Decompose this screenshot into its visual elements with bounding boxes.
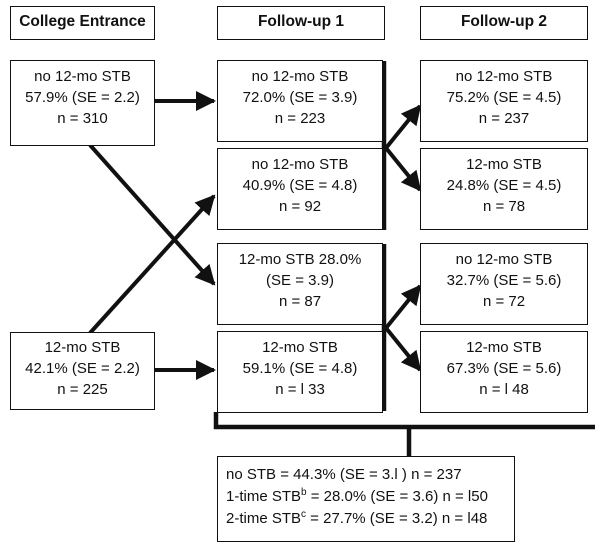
fu1-stb-from-stb-box: 12-mo STB 59.1% (SE = 4.8) n = l 33	[217, 331, 383, 413]
fu1-no-stb-from-stb-box: no 12-mo STB 40.9% (SE = 4.8) n = 92	[217, 148, 383, 230]
box-label: 12-mo STB	[466, 156, 542, 173]
box-n: n = 87	[278, 293, 322, 310]
box-n: n = 223	[274, 110, 326, 127]
summary-no-stb: no STB = 44.3% (SE = 3.l ) n = 237	[226, 466, 462, 483]
box-label: 12-mo STB 28.0%	[238, 251, 362, 268]
box-stat: 57.9% (SE = 2.2)	[25, 89, 140, 106]
box-label: no 12-mo STB	[34, 68, 131, 85]
box-label: no 12-mo STB	[455, 251, 553, 268]
box-stat: 72.0% (SE = 3.9)	[242, 89, 358, 106]
arrow-fu1-upper-to-fu2-stb	[384, 146, 422, 192]
summary-two-time-rest: = 27.7% (SE = 3.2) n = l48	[306, 510, 488, 527]
box-stat: 59.1% (SE = 4.8)	[242, 360, 358, 377]
box-label: no 12-mo STB	[251, 156, 349, 173]
fu1-stb-from-no-box: 12-mo STB 28.0% (SE = 3.9) n = 87	[217, 243, 383, 325]
box-label: no 12-mo STB	[251, 68, 349, 85]
box-n: n = 92	[278, 198, 322, 215]
box-n: n = 78	[482, 198, 526, 215]
arrow-entrance-no-to-fu1-stb	[88, 143, 216, 286]
arrow-fu1-lower-to-fu2-no	[384, 284, 422, 330]
summary-one-time-prefix: 1-time STB	[226, 488, 302, 505]
summary-one-time-stb: 1-time STBb = 28.0% (SE = 3.6) n = l50	[226, 486, 514, 508]
box-n: n = 310	[57, 110, 108, 127]
box-n: n = l 48	[479, 381, 529, 398]
box-label: 12-mo STB	[466, 339, 542, 356]
fu2-no-stb-lower-box: no 12-mo STB 32.7% (SE = 5.6) n = 72	[420, 243, 588, 325]
footnote-c: c	[301, 509, 307, 520]
summary-two-time-prefix: 2-time STB	[226, 510, 302, 527]
box-stat: 32.7% (SE = 5.6)	[446, 272, 562, 289]
header-college-entrance: College Entrance	[10, 6, 155, 40]
box-stat: 67.3% (SE = 5.6)	[446, 360, 562, 377]
fu2-stb-upper-box: 12-mo STB 24.8% (SE = 4.5) n = 78	[420, 148, 588, 230]
box-n: n = 72	[482, 293, 526, 310]
box-stat: 75.2% (SE = 4.5)	[446, 89, 562, 106]
fu2-stb-lower-box: 12-mo STB 67.3% (SE = 5.6) n = l 48	[420, 331, 588, 413]
box-stat: 40.9% (SE = 4.8)	[242, 177, 358, 194]
summary-one-time-rest: = 28.0% (SE = 3.6) n = l50	[306, 488, 488, 505]
box-stat: (SE = 3.9)	[266, 272, 334, 289]
footnote-b: b	[301, 487, 307, 498]
box-stat: 24.8% (SE = 4.5)	[446, 177, 562, 194]
box-n: n = l 33	[275, 381, 325, 398]
arrow-entrance-stb-to-fu1-no	[88, 194, 216, 335]
box-label: no 12-mo STB	[455, 68, 553, 85]
box-label: 12-mo STB	[44, 339, 121, 356]
box-n: n = 225	[57, 381, 108, 398]
header-follow-up-2: Follow-up 2	[420, 6, 588, 40]
box-stat: 42.1% (SE = 2.2)	[25, 360, 140, 377]
summary-box: no STB = 44.3% (SE = 3.l ) n = 237 1-tim…	[217, 456, 515, 542]
fu2-no-stb-upper-box: no 12-mo STB 75.2% (SE = 4.5) n = 237	[420, 60, 588, 142]
summary-bracket	[213, 412, 595, 430]
entrance-no-stb-box: no 12-mo STB 57.9% (SE = 2.2) n = 310	[10, 60, 155, 146]
summary-two-time-stb: 2-time STBc = 27.7% (SE = 3.2) n = l48	[226, 508, 514, 530]
header-follow-up-1: Follow-up 1	[217, 6, 385, 40]
arrow-fu1-upper-to-fu2-no	[384, 104, 422, 150]
box-n: n = 237	[478, 110, 530, 127]
fu1-no-stb-from-no-box: no 12-mo STB 72.0% (SE = 3.9) n = 223	[217, 60, 383, 142]
entrance-stb-box: 12-mo STB 42.1% (SE = 2.2) n = 225	[10, 332, 155, 410]
arrow-fu1-lower-to-fu2-stb	[384, 326, 422, 372]
box-label: 12-mo STB	[262, 339, 338, 356]
